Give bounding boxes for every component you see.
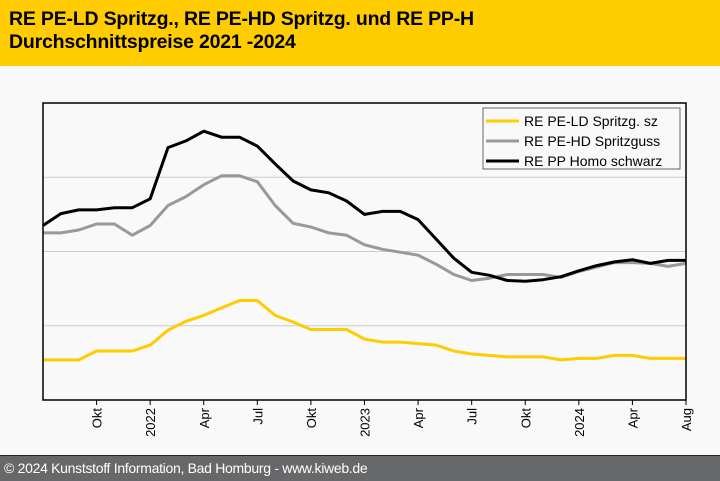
series-lines [42, 129, 687, 362]
legend-label: RE PP Homo schwarz [524, 153, 662, 169]
footer-bar: © 2024 Kunststoff Information, Bad Hombu… [0, 455, 720, 481]
legend-label: RE PE-HD Spritzguss [524, 133, 660, 149]
chart-title: RE PE-LD Spritzg., RE PE-HD Spritzg. und… [9, 8, 474, 54]
series-line-1 [43, 299, 686, 362]
x-tick-label: Okt [518, 408, 533, 429]
gridlines [43, 176, 686, 327]
legend-box [482, 107, 681, 170]
x-tick-label: Jul [250, 408, 265, 425]
series-line-2 [43, 174, 687, 282]
x-tick-label: 2024 [572, 408, 587, 437]
legend-label: RE PE-LD Spritzg. sz [524, 113, 658, 129]
x-tick-label: 2023 [358, 408, 373, 437]
x-tick-label: Okt [304, 408, 319, 429]
x-tick-label: Apr [197, 407, 212, 428]
x-tick-label: 2022 [143, 408, 158, 437]
copyright-text: © 2024 Kunststoff Information, Bad Hombu… [4, 460, 368, 476]
series-line-3 [42, 129, 686, 283]
legend: RE PE-LD Spritzg. sz RE PE-HD Spritzguss R… [482, 107, 681, 170]
x-tick-label: Apr [625, 407, 640, 428]
title-banner: RE PE-LD Spritzg., RE PE-HD Spritzg. und… [0, 0, 720, 66]
x-tick-label: Aug [679, 408, 694, 431]
x-axis: Okt 2022 Apr Jul Okt 2023 Apr Jul Okt 2024 Apr Aug [90, 400, 694, 437]
line-chart: Okt 2022 Apr Jul Okt 2023 Apr Jul Okt 2024 Apr Aug … [42, 102, 694, 437]
x-tick-label: Jul [465, 408, 480, 425]
chart-title-line-2: Durchschnittspreise 2021 -2024 [9, 31, 296, 53]
chart-title-line-1: RE PE-LD Spritzg., RE PE-HD Spritzg. und… [9, 8, 474, 30]
x-tick-label: Apr [411, 407, 426, 428]
x-tick-label: Okt [90, 408, 105, 429]
